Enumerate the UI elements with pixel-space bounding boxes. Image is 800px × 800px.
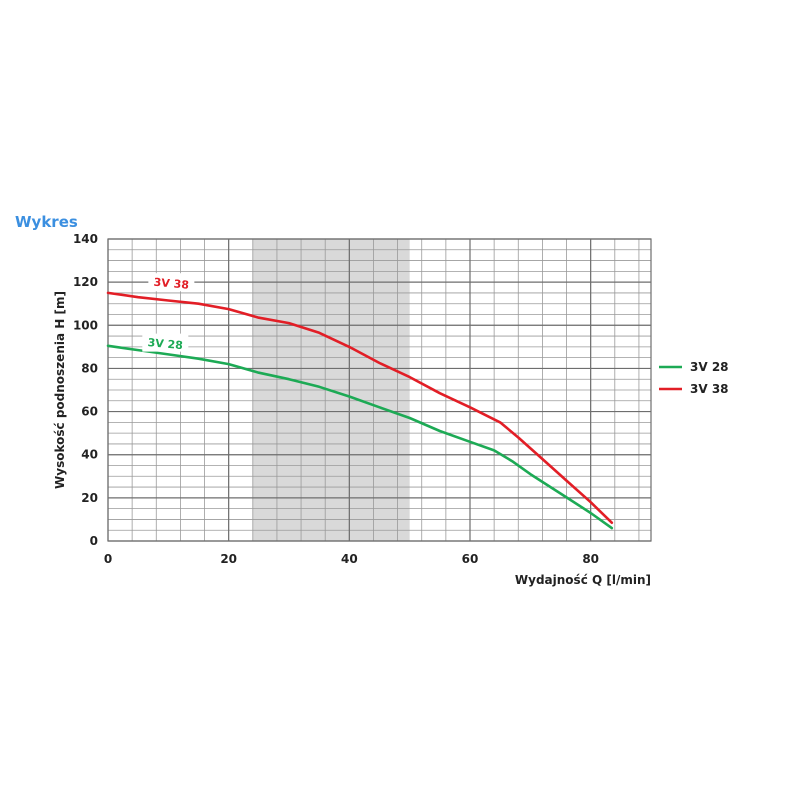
inline-label-background xyxy=(148,273,195,292)
inline-series-label: 3V 28 xyxy=(147,336,183,352)
y-tick-label: 100 xyxy=(73,318,98,332)
x-tick-label: 40 xyxy=(341,552,358,566)
y-tick-label: 80 xyxy=(81,361,98,375)
inline-label-layer: 3V 38 3V 28 xyxy=(142,273,195,352)
y-axis-title: Wysokość podnoszenia H [m] xyxy=(53,291,67,489)
y-tick-label: 0 xyxy=(90,534,98,548)
x-tick-label: 0 xyxy=(104,552,112,566)
series-layer xyxy=(106,291,614,530)
series-line-3v38 xyxy=(106,291,614,525)
y-tick-label: 120 xyxy=(73,275,98,289)
x-tick-label: 80 xyxy=(582,552,599,566)
chart-heading: Wykres xyxy=(15,213,78,231)
y-tick-label: 40 xyxy=(81,448,98,462)
y-tick-label: 140 xyxy=(73,232,98,246)
legend-entry-label: 3V 38 xyxy=(690,382,729,396)
x-tick-label: 20 xyxy=(220,552,237,566)
legend-entry-label: 3V 28 xyxy=(690,360,729,374)
x-tick-label: 60 xyxy=(462,552,479,566)
x-axis-title: Wydajność Q [l/min] xyxy=(515,573,651,587)
grid-layer xyxy=(107,238,652,542)
legend: 3V 28 3V 38 xyxy=(659,360,729,396)
series-line-3v28 xyxy=(106,344,614,530)
y-tick-label: 20 xyxy=(81,491,98,505)
plot-frame xyxy=(107,238,652,542)
inline-label-background xyxy=(142,333,189,352)
y-tick-label: 60 xyxy=(81,405,98,419)
inline-series-label: 3V 38 xyxy=(153,276,189,292)
tick-label-layer: 0 20 40 60 80 0 20 40 60 80 100 120 140 xyxy=(73,232,599,566)
